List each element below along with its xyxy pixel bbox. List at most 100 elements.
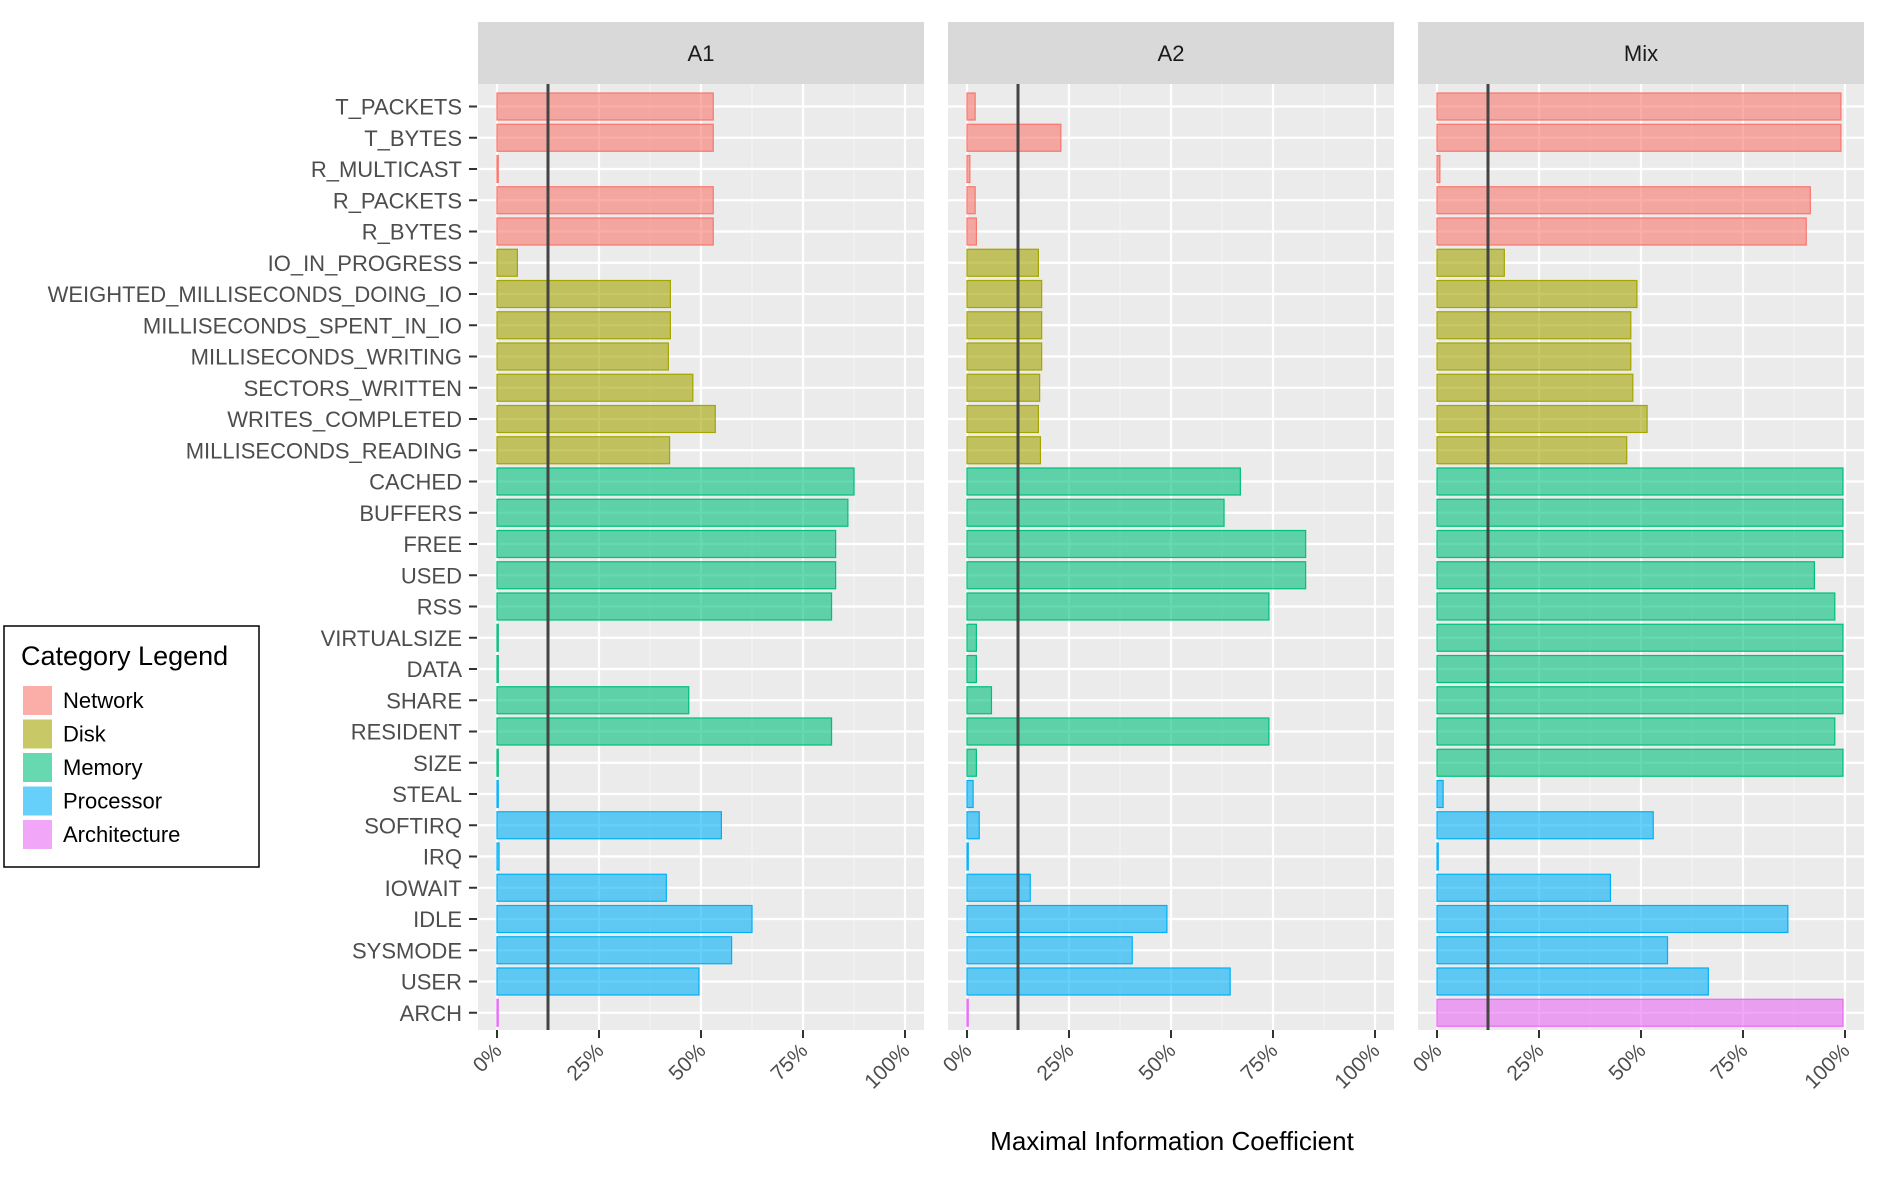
- bar-a2-r-multicast: [966, 154, 971, 184]
- bar-mix-r-multicast: [1436, 154, 1441, 184]
- bar-a1-size: [496, 748, 499, 777]
- bar-a2-user: [966, 967, 1231, 996]
- y-label-sectors-written: SECTORS_WRITTEN: [244, 376, 462, 401]
- x-tick-label: 75%: [767, 1039, 813, 1085]
- bar-mix-io-in-progress: [1436, 248, 1505, 277]
- bar-a2-milliseconds-writing: [966, 342, 1043, 371]
- bar-mix-buffers: [1436, 498, 1844, 527]
- bar-a2-arch: [966, 998, 969, 1027]
- bar-mix-size: [1436, 748, 1844, 777]
- legend-label-disk: Disk: [63, 722, 107, 747]
- y-label-size: SIZE: [413, 751, 462, 776]
- bar-a2-t-packets: [966, 92, 976, 121]
- bar-mix-writes-completed: [1436, 404, 1648, 434]
- legend-swatch-network: [23, 686, 52, 715]
- bar-a2-free: [966, 529, 1307, 559]
- bar-mix-milliseconds-reading: [1436, 436, 1628, 465]
- legend-label-network: Network: [63, 688, 145, 713]
- bar-a2-used: [966, 561, 1307, 590]
- x-tick-label: 25%: [563, 1039, 609, 1085]
- bar-a2-size: [966, 748, 977, 777]
- bar-a1-r-packets: [496, 186, 714, 215]
- x-tick-label: 25%: [1503, 1039, 1549, 1085]
- bar-a1-io-in-progress: [496, 248, 518, 277]
- bar-mix-used: [1436, 561, 1815, 590]
- x-tick-label: 0%: [1409, 1039, 1447, 1077]
- bar-a1-t-packets: [496, 92, 714, 121]
- bar-a2-sectors-written: [966, 373, 1041, 402]
- bar-a2-irq: [966, 842, 969, 871]
- y-label-idle: IDLE: [413, 907, 462, 932]
- bar-a2-rss: [966, 592, 1270, 621]
- bar-mix-data: [1436, 654, 1844, 684]
- bar-a1-softirq: [496, 811, 722, 840]
- y-label-user: USER: [401, 970, 462, 995]
- bar-a2-milliseconds-spent-in-io: [966, 311, 1043, 340]
- bar-a2-r-bytes: [966, 217, 977, 246]
- y-label-buffers: BUFFERS: [359, 501, 462, 526]
- y-label-data: DATA: [407, 657, 463, 682]
- strip-label-a1: A1: [688, 41, 715, 66]
- bar-mix-resident: [1436, 717, 1836, 746]
- legend-title: Category Legend: [21, 641, 228, 671]
- x-axis-title: Maximal Information Coefficient: [990, 1126, 1354, 1156]
- bar-a1-steal: [496, 779, 499, 809]
- y-label-t-bytes: T_BYTES: [364, 126, 462, 151]
- x-tick-label: 25%: [1033, 1039, 1079, 1085]
- legend-label-processor: Processor: [63, 789, 162, 814]
- bar-a2-virtualsize: [966, 623, 977, 652]
- bar-a2-writes-completed: [966, 404, 1040, 434]
- x-tick-label: 75%: [1237, 1039, 1283, 1085]
- y-label-r-packets: R_PACKETS: [333, 188, 462, 213]
- bar-a1-free: [496, 529, 837, 559]
- y-label-free: FREE: [403, 532, 462, 557]
- bar-a2-iowait: [966, 873, 1031, 902]
- legend-label-architecture: Architecture: [63, 822, 180, 847]
- bar-a1-r-multicast: [496, 154, 499, 184]
- bar-mix-t-bytes: [1436, 123, 1842, 152]
- bar-a1-user: [496, 967, 700, 996]
- legend-swatch-processor: [23, 786, 52, 816]
- bar-mix-cached: [1436, 467, 1844, 496]
- legend-label-memory: Memory: [63, 755, 142, 780]
- bar-a1-share: [496, 686, 690, 715]
- bar-mix-r-bytes: [1436, 217, 1807, 246]
- y-label-share: SHARE: [386, 688, 462, 713]
- bar-a2-cached: [966, 467, 1241, 496]
- bar-a2-share: [966, 686, 993, 715]
- panel-a2: A2 0% 25% 50% 75% 100%: [939, 22, 1394, 1094]
- bar-a1-idle: [496, 904, 753, 934]
- bar-a2-sysmode: [966, 936, 1133, 965]
- category-legend: Category Legend Network Disk Memory Process…: [3, 625, 260, 868]
- x-tick-label: 0%: [469, 1039, 507, 1077]
- y-label-writes-completed: WRITES_COMPLETED: [227, 407, 462, 432]
- legend-swatch-disk: [23, 719, 52, 749]
- y-label-milliseconds-writing: MILLISECONDS_WRITING: [191, 345, 462, 370]
- bar-mix-free: [1436, 529, 1844, 559]
- strip-label-mix: Mix: [1624, 41, 1658, 66]
- bar-a2-milliseconds-reading: [966, 436, 1042, 465]
- bar-mix-user: [1436, 967, 1709, 996]
- bar-mix-weighted-milliseconds-doing-io: [1436, 279, 1638, 309]
- x-tick-label: 100%: [1330, 1039, 1384, 1093]
- panel-mix: Mix 0% 25% 50% 75% 100%: [1409, 22, 1864, 1094]
- bar-mix-arch: [1436, 998, 1844, 1027]
- bar-a1-cached: [496, 467, 855, 496]
- strip-a2: [948, 22, 1394, 84]
- x-tick-label: 100%: [860, 1039, 914, 1093]
- facet-panels: A1 0% 25% 50% 75% 100% A2 0% 25% 50% 75% 100% Mix 0% 2…: [469, 22, 1864, 1094]
- y-label-irq: IRQ: [423, 845, 462, 870]
- bar-a2-r-packets: [966, 186, 976, 215]
- bar-a2-buffers: [966, 498, 1225, 527]
- bar-a1-iowait: [496, 873, 667, 902]
- bar-a1-sectors-written: [496, 373, 694, 402]
- y-label-steal: STEAL: [392, 782, 462, 807]
- y-label-used: USED: [401, 563, 462, 588]
- bar-a1-irq: [496, 842, 500, 871]
- y-label-iowait: IOWAIT: [385, 876, 462, 901]
- x-tick-label: 50%: [1605, 1039, 1651, 1085]
- x-tick-label: 75%: [1707, 1039, 1753, 1085]
- bar-a2-resident: [966, 717, 1270, 746]
- bar-a1-used: [496, 561, 837, 590]
